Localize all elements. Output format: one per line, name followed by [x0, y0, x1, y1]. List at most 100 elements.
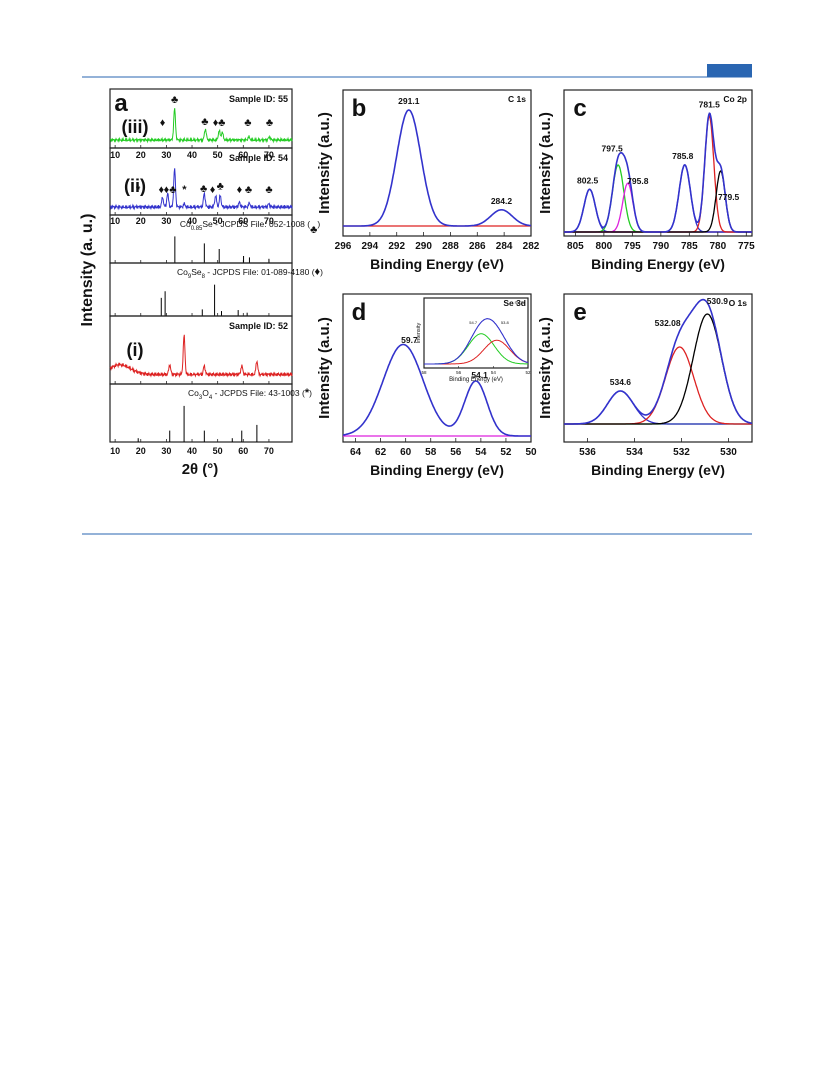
- xps-frame: [342, 293, 532, 443]
- xps-tick-label: 780: [709, 241, 726, 252]
- panel-d-inset: 54.7 53.8 58 56 54 52 Se 3d Intensity Binding En…: [416, 297, 531, 383]
- peak-label: 785.8: [672, 151, 694, 161]
- xps-tick-label: 805: [567, 241, 584, 252]
- phase-marker: ♣: [244, 117, 251, 129]
- core-level-title: O 1s: [729, 298, 748, 308]
- pattern-roman: (iii): [122, 117, 149, 137]
- xps-tick-label: 294: [362, 241, 379, 252]
- xps-tick-label: 292: [388, 241, 405, 252]
- xps-tick-label: 284: [496, 241, 513, 252]
- panel-label: e: [573, 299, 586, 326]
- core-level-title: C 1s: [508, 94, 526, 104]
- phase-marker: ♣: [200, 183, 207, 195]
- envelope-curve: [564, 298, 753, 425]
- phase-marker: ♣: [169, 184, 176, 196]
- envelope-curve: [342, 343, 531, 437]
- xrd-tick-label: 30: [161, 446, 171, 456]
- xps-tick-label: 290: [415, 241, 432, 252]
- xps-tick-label: 64: [350, 447, 362, 458]
- inset-frame: [423, 297, 529, 369]
- panel-d: 59.7 54.1 64 62 60 58 56 54 52 50 d Se 3d Intensity …: [316, 293, 537, 478]
- xrd-pattern: [109, 108, 293, 144]
- fit-component: [564, 114, 752, 233]
- xps-tick-label: 62: [375, 447, 387, 458]
- inset-component: [424, 333, 529, 365]
- inset-tick-label: 58: [421, 370, 427, 375]
- fit-component: [564, 390, 752, 425]
- xps-tick-label: 530: [720, 447, 737, 458]
- fit-component: [564, 182, 752, 233]
- envelope-curve: [564, 112, 752, 233]
- panel-a: (iii)Sample ID: 55♦♣♣ ♦ ♣ ♣ ♣(ii)Sample ID: …: [79, 88, 323, 478]
- peak-label: 291.1: [398, 96, 420, 106]
- xps-tick-label: 536: [579, 447, 596, 458]
- panel-c: 802.5 797.5 795.8 785.8 781.5 779.5 805 800 795 7…: [537, 89, 755, 272]
- xrd-pattern: [109, 334, 293, 378]
- sample-id: Sample ID: 54: [229, 153, 288, 163]
- xps-tick-label: 800: [596, 241, 613, 252]
- x-axis-label: Binding Energy (eV): [591, 256, 725, 272]
- y-axis-label: Intensity (a.u.): [537, 317, 554, 419]
- inset-tick-label: 56: [456, 370, 462, 375]
- inset-envelope: [424, 318, 529, 365]
- xrd-tick-label: 50: [213, 446, 223, 456]
- xps-tick-label: 52: [500, 447, 512, 458]
- xps-tick-label: 795: [624, 241, 641, 252]
- inset-title: Se 3d: [515, 300, 525, 305]
- inset-peak-label: 54.7: [469, 320, 478, 325]
- xrd-tick-label: 60: [238, 150, 248, 160]
- xrd-tick-label: 60: [238, 216, 248, 226]
- y-axis-label: Intensity (a.u.): [537, 112, 554, 214]
- sample-id: Sample ID: 52: [229, 321, 288, 331]
- phase-marker: ♣: [265, 184, 272, 196]
- xps-tick-label: 54: [475, 447, 487, 458]
- phase-marker: ♦: [158, 184, 164, 196]
- xrd-pattern: [109, 168, 293, 211]
- envelope-curve: [343, 109, 531, 227]
- phase-marker: ♣: [171, 94, 178, 106]
- xrd-tick-label: 20: [136, 446, 146, 456]
- x-axis-label: Binding Energy (eV): [370, 462, 504, 478]
- peak-label: 781.5: [699, 99, 721, 109]
- xps-tick-label: 534: [626, 447, 643, 458]
- xrd-tick-label: 20: [136, 150, 146, 160]
- inset-tick-label: 52: [525, 370, 531, 375]
- ref-label: Co0.85Se - JCPDS File: 052-1008 (♣): [180, 219, 321, 236]
- xps-tick-label: 58: [425, 447, 437, 458]
- y-axis-label: Intensity (a. u.): [79, 214, 96, 327]
- xrd-tick-label: 30: [161, 150, 171, 160]
- panel-label: d: [352, 299, 367, 326]
- phase-marker: ♦: [213, 117, 219, 129]
- panel-label: b: [352, 95, 367, 122]
- peak-label: 284.2: [491, 196, 513, 206]
- xps-tick-label: 785: [681, 241, 698, 252]
- phase-marker: ♣: [245, 184, 252, 196]
- panel-b: 291.1 284.2 296 294 292 290 288 286 284 282 b C 1s I…: [316, 89, 540, 272]
- phase-marker: ♦: [210, 184, 216, 196]
- ref-label: Co3O4 - JCPDS File: 43-1003 (*): [188, 387, 312, 401]
- peak-label: 532.08: [655, 318, 681, 328]
- xps-tick-label: 296: [335, 241, 352, 252]
- core-level-title: Co 2p: [723, 94, 747, 104]
- peak-label: 54.1: [471, 370, 488, 380]
- panel-e: 534.6 532.08 530.9 536 534 532 530 e O 1s Intensi…: [537, 293, 753, 478]
- y-axis-label: Intensity (a.u.): [316, 317, 333, 419]
- xps-tick-label: 60: [400, 447, 412, 458]
- xps-tick-label: 50: [525, 447, 537, 458]
- inset-peak-label: 53.8: [501, 320, 510, 325]
- phase-marker: ♣: [217, 181, 224, 193]
- phase-marker: ♣: [266, 117, 273, 129]
- x-axis-label: Binding Energy (eV): [370, 256, 504, 272]
- panel-label: c: [573, 95, 586, 122]
- ref-label: Co9Se8 - JCPDS File: 01-089-4180 (♦): [177, 266, 323, 280]
- inset-y-label: Intensity: [416, 323, 422, 344]
- phase-marker: *: [136, 184, 141, 196]
- inset-x-label: Binding Energy (eV): [449, 377, 503, 383]
- xrd-frame: [109, 383, 293, 443]
- xps-tick-label: 56: [450, 447, 462, 458]
- xrd-tick-label: 50: [213, 150, 223, 160]
- panel-label: a: [114, 90, 128, 117]
- y-axis-label: Intensity (a.u.): [316, 112, 333, 214]
- header-badge: [707, 64, 752, 77]
- xrd-tick-label: 20: [136, 216, 146, 226]
